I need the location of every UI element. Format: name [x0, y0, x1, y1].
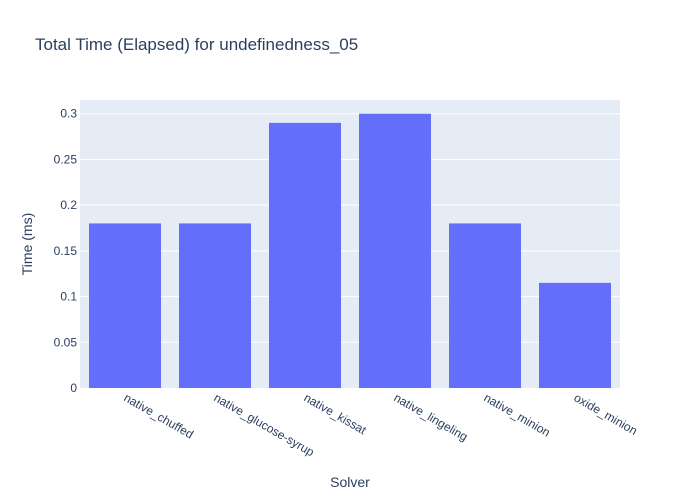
x-tick-label: native_chuffed	[122, 390, 196, 441]
y-tick-label: 0.05	[54, 335, 78, 349]
x-tick-label: native_kissat	[302, 390, 370, 437]
x-tick-label: native_lingeling	[392, 390, 471, 443]
y-axis-title: Time (ms)	[19, 213, 35, 275]
plot-area	[80, 100, 620, 388]
chart-title: Total Time (Elapsed) for undefinedness_0…	[35, 35, 358, 54]
bar-native_lingeling	[359, 113, 431, 388]
y-tick-label: 0.1	[60, 290, 77, 304]
bar-native_glucose-syrup	[179, 223, 251, 388]
bar-native_chuffed	[89, 223, 161, 388]
x-axis-ticks: native_chuffed native_glucose-syrupnative…	[122, 390, 640, 459]
x-axis-title: Solver	[330, 474, 370, 490]
gridlines	[80, 113, 620, 343]
y-tick-label: 0.25	[54, 152, 78, 166]
x-tick-label: native_minion	[482, 390, 553, 439]
y-tick-label: 0.2	[60, 198, 77, 212]
y-axis-ticks: 0 0.05 0.1 0.15 0.2 0.25 0.3	[54, 107, 78, 395]
bar-oxide_minion	[539, 282, 611, 388]
y-tick-label: 0.15	[54, 244, 78, 258]
y-tick-label: 0	[70, 381, 77, 395]
x-tick-label: oxide_minion	[572, 390, 640, 437]
x-tick-label: native_glucose-syrup	[212, 390, 317, 459]
bars	[89, 113, 611, 388]
bar-native_minion	[449, 223, 521, 388]
bar-native_kissat	[269, 122, 341, 388]
y-tick-label: 0.3	[60, 107, 77, 121]
